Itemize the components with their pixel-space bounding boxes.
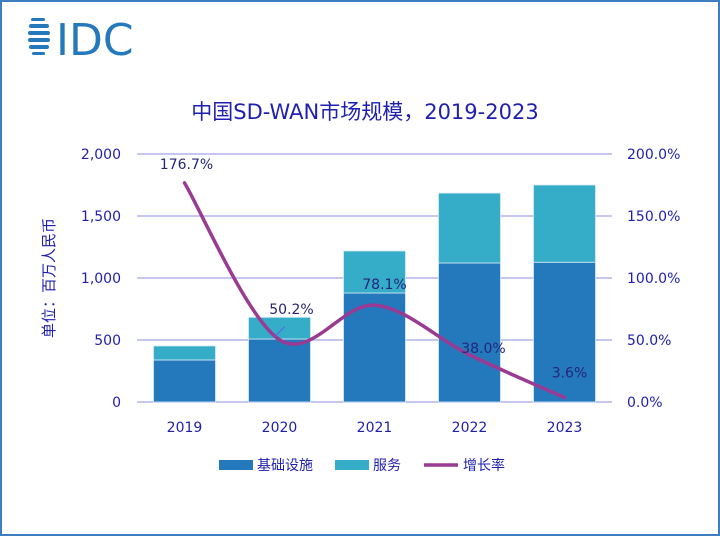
label-leader-line [274,326,285,338]
bar-基础设施 [248,338,311,403]
y2-tick-label: 150.0% [627,209,680,225]
bar-基础设施 [438,262,501,403]
legend-label: 基础设施 [257,457,313,474]
legend-swatch [335,460,369,470]
y-tick-label: 0 [112,395,121,411]
legend-label: 服务 [373,458,401,474]
svg-text:IDC: IDC [56,15,134,66]
idc-logo: IDC [28,15,134,66]
y2-tick-label: 100.0% [627,271,680,287]
y-tick-label: 1,500 [81,209,121,225]
growth-data-label: 38.0% [461,341,505,357]
y-tick-label: 500 [94,333,121,349]
growth-data-label: 78.1% [362,277,406,293]
growth-data-label: 176.7% [160,157,213,173]
growth-data-label: 50.2% [269,302,313,318]
x-tick-label: 2022 [452,420,488,436]
bar-服务 [248,316,311,340]
chart-title: 中国SD-WAN市场规模，2019-2023 [191,100,538,124]
x-tick-label: 2021 [357,420,393,436]
bar-基础设施 [153,359,216,403]
y-tick-label: 1,000 [81,271,121,287]
y2-tick-label: 0.0% [627,395,663,411]
legend-label: 增长率 [463,457,505,474]
x-tick-label: 2019 [167,420,203,436]
bar-基础设施 [533,261,596,403]
bar-服务 [533,184,596,263]
x-tick-label: 2023 [547,420,583,436]
y2-tick-label: 200.0% [627,147,680,163]
x-tick-label: 2020 [262,420,298,436]
y2-tick-label: 50.0% [627,333,671,349]
y-tick-label: 2,000 [81,147,121,163]
growth-data-label: 3.6% [552,366,588,382]
bar-服务 [438,192,501,264]
bar-服务 [343,250,406,294]
legend-swatch [219,460,253,470]
y-axis-label: 单位：百万人民币 [40,218,58,338]
bar-服务 [153,345,216,361]
growth-rate-line [182,181,567,400]
